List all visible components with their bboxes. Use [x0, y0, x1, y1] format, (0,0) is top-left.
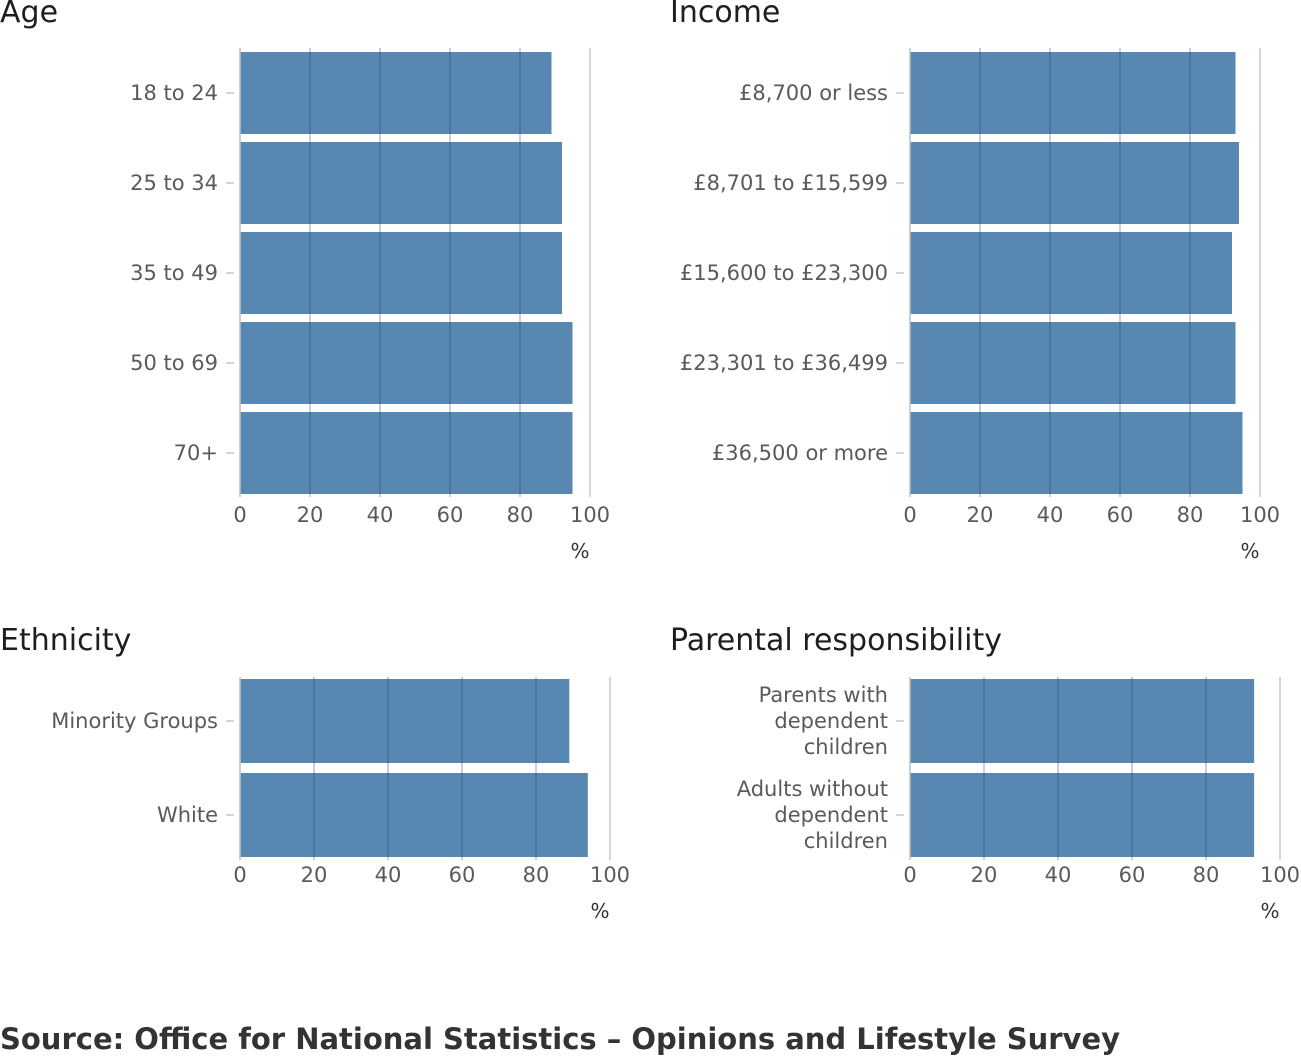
x-tick-label: 40 — [1045, 863, 1072, 887]
category-label-line: children — [804, 735, 888, 759]
category-label-line: £15,600 to £23,300 — [680, 261, 888, 285]
category-label-line: Adults without — [737, 777, 888, 801]
category-label: Minority Groups — [51, 709, 218, 733]
x-tick-label: 100 — [570, 503, 610, 527]
category-label: £8,700 or less — [739, 81, 888, 105]
bar — [910, 773, 1255, 857]
category-label-line: White — [157, 803, 218, 827]
panel-age: Age — [0, 0, 650, 580]
category-label: Parents with dependent children — [759, 683, 888, 759]
category-label-line: 18 to 24 — [130, 81, 218, 105]
category-label-line: Parents with — [759, 683, 888, 707]
x-tick-label: 40 — [1037, 503, 1064, 527]
x-tick-label: 40 — [375, 863, 402, 887]
category-label-line: £23,301 to £36,499 — [680, 351, 888, 375]
category-label-line: 50 to 69 — [130, 351, 218, 375]
bar — [240, 679, 570, 763]
chart-title: Income — [670, 0, 781, 30]
category-label-line: £8,701 to £15,599 — [693, 171, 888, 195]
axis-unit-label: % — [570, 539, 589, 563]
category-label-line: children — [804, 829, 888, 853]
x-tick-label: 80 — [507, 503, 534, 527]
source-note: Source: Office for National Statistics –… — [0, 1022, 1121, 1056]
x-tick-label: 20 — [967, 503, 994, 527]
category-label-line: 25 to 34 — [130, 171, 218, 195]
x-tick-label: 100 — [1240, 503, 1280, 527]
x-tick-label: 80 — [523, 863, 550, 887]
category-label-line: Minority Groups — [51, 709, 218, 733]
x-tick-label: 80 — [1177, 503, 1204, 527]
category-label-line: dependent — [774, 709, 888, 733]
charts-canvas: 0 20 40 60 80 100% 18 to 24 25 to 34 35 to 49 50 … — [51, 48, 1300, 923]
bar — [910, 679, 1255, 763]
category-label: White — [157, 803, 218, 827]
x-tick-label: 60 — [1107, 503, 1134, 527]
axis-unit-label: % — [590, 899, 609, 923]
x-tick-label: 20 — [301, 863, 328, 887]
category-label-line: £36,500 or more — [712, 441, 888, 465]
chart-title: Parental responsibility — [670, 623, 1002, 658]
bar — [240, 412, 573, 494]
category-label-line: 70+ — [174, 441, 218, 465]
x-tick-label: 0 — [233, 863, 246, 887]
bar — [910, 412, 1243, 494]
panel-ethnicity: Ethnicity — [0, 626, 650, 946]
x-tick-label: 0 — [903, 863, 916, 887]
x-tick-label: 60 — [449, 863, 476, 887]
category-label: £36,500 or more — [712, 441, 888, 465]
bar — [910, 52, 1236, 134]
x-tick-label: 80 — [1193, 863, 1220, 887]
x-tick-label: 40 — [367, 503, 394, 527]
category-label: Adults without dependent children — [737, 777, 888, 853]
bar — [240, 142, 562, 224]
axis-unit-label: % — [1240, 539, 1259, 563]
bar — [240, 52, 552, 134]
x-tick-label: 100 — [1260, 863, 1300, 887]
chart-title: Ethnicity — [0, 623, 132, 658]
x-tick-label: 20 — [971, 863, 998, 887]
panel-parental: Parental responsibility — [670, 626, 1301, 946]
category-label: 35 to 49 — [130, 261, 218, 285]
category-label-line: £8,700 or less — [739, 81, 888, 105]
category-label: £23,301 to £36,499 — [680, 351, 888, 375]
category-label-line: dependent — [774, 803, 888, 827]
bar — [240, 232, 562, 314]
category-label: 50 to 69 — [130, 351, 218, 375]
bar — [910, 322, 1236, 404]
panel-income: Income — [670, 0, 1301, 580]
axis-unit-label: % — [1260, 899, 1279, 923]
x-tick-label: 60 — [1119, 863, 1146, 887]
x-tick-label: 0 — [903, 503, 916, 527]
x-tick-label: 60 — [437, 503, 464, 527]
x-tick-label: 0 — [233, 503, 246, 527]
category-label: 70+ — [174, 441, 218, 465]
x-tick-label: 100 — [590, 863, 630, 887]
bar — [240, 773, 588, 857]
category-label: 25 to 34 — [130, 171, 218, 195]
category-label: 18 to 24 — [130, 81, 218, 105]
category-label: £8,701 to £15,599 — [693, 171, 888, 195]
x-tick-label: 20 — [297, 503, 324, 527]
chart-title: Age — [0, 0, 59, 30]
bar — [240, 322, 573, 404]
bar — [910, 142, 1239, 224]
bar — [910, 232, 1232, 314]
category-label-line: 35 to 49 — [130, 261, 218, 285]
category-label: £15,600 to £23,300 — [680, 261, 888, 285]
